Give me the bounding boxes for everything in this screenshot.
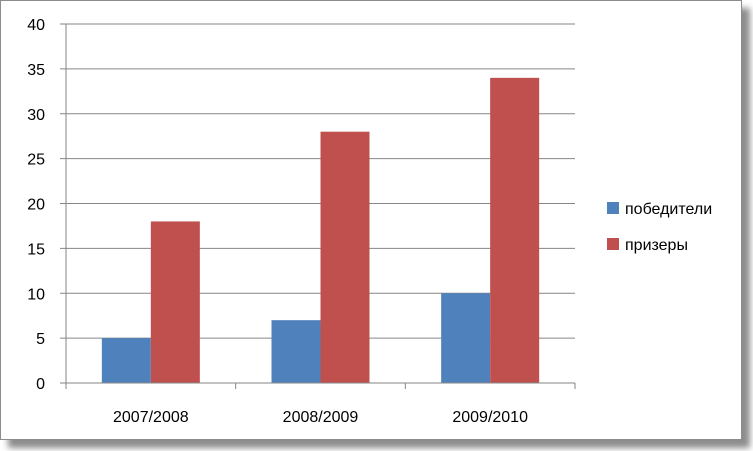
x-tick-label: 2007/2008 <box>113 409 189 426</box>
x-axis-tick-labels: 2007/2008 2008/2009 2009/2010 <box>113 409 528 426</box>
legend-swatch <box>607 238 619 250</box>
axes <box>65 24 576 389</box>
x-tick-label: 2009/2010 <box>452 409 528 426</box>
legend-label: победители <box>625 201 712 218</box>
bar-series-1-2008/2009 <box>271 320 321 383</box>
y-axis-tick-labels: 0 5 10 15 20 25 30 35 40 <box>27 17 45 393</box>
y-tick-label: 25 <box>27 152 45 169</box>
y-tick-label: 30 <box>27 107 45 124</box>
y-tick-label: 40 <box>27 17 45 34</box>
legend-swatch <box>607 202 619 214</box>
legend: победители призеры <box>607 201 712 254</box>
y-tick-label: 35 <box>27 62 45 79</box>
y-tick-label: 15 <box>27 241 45 258</box>
legend-label: призеры <box>625 237 688 254</box>
y-tick-label: 10 <box>27 286 45 303</box>
y-tick-label: 0 <box>36 376 45 393</box>
y-tick-label: 20 <box>27 197 45 214</box>
y-tick-label: 5 <box>36 331 45 348</box>
bar-series-2-2008/2009 <box>320 131 370 383</box>
bar-series-2-2007/2008 <box>150 221 200 383</box>
bar-series-1-2007/2008 <box>101 338 151 383</box>
bar-series-2-2009/2010 <box>490 77 540 383</box>
bar-series-1-2009/2010 <box>441 293 491 383</box>
bars <box>101 77 540 383</box>
x-tick-label: 2008/2009 <box>283 409 359 426</box>
